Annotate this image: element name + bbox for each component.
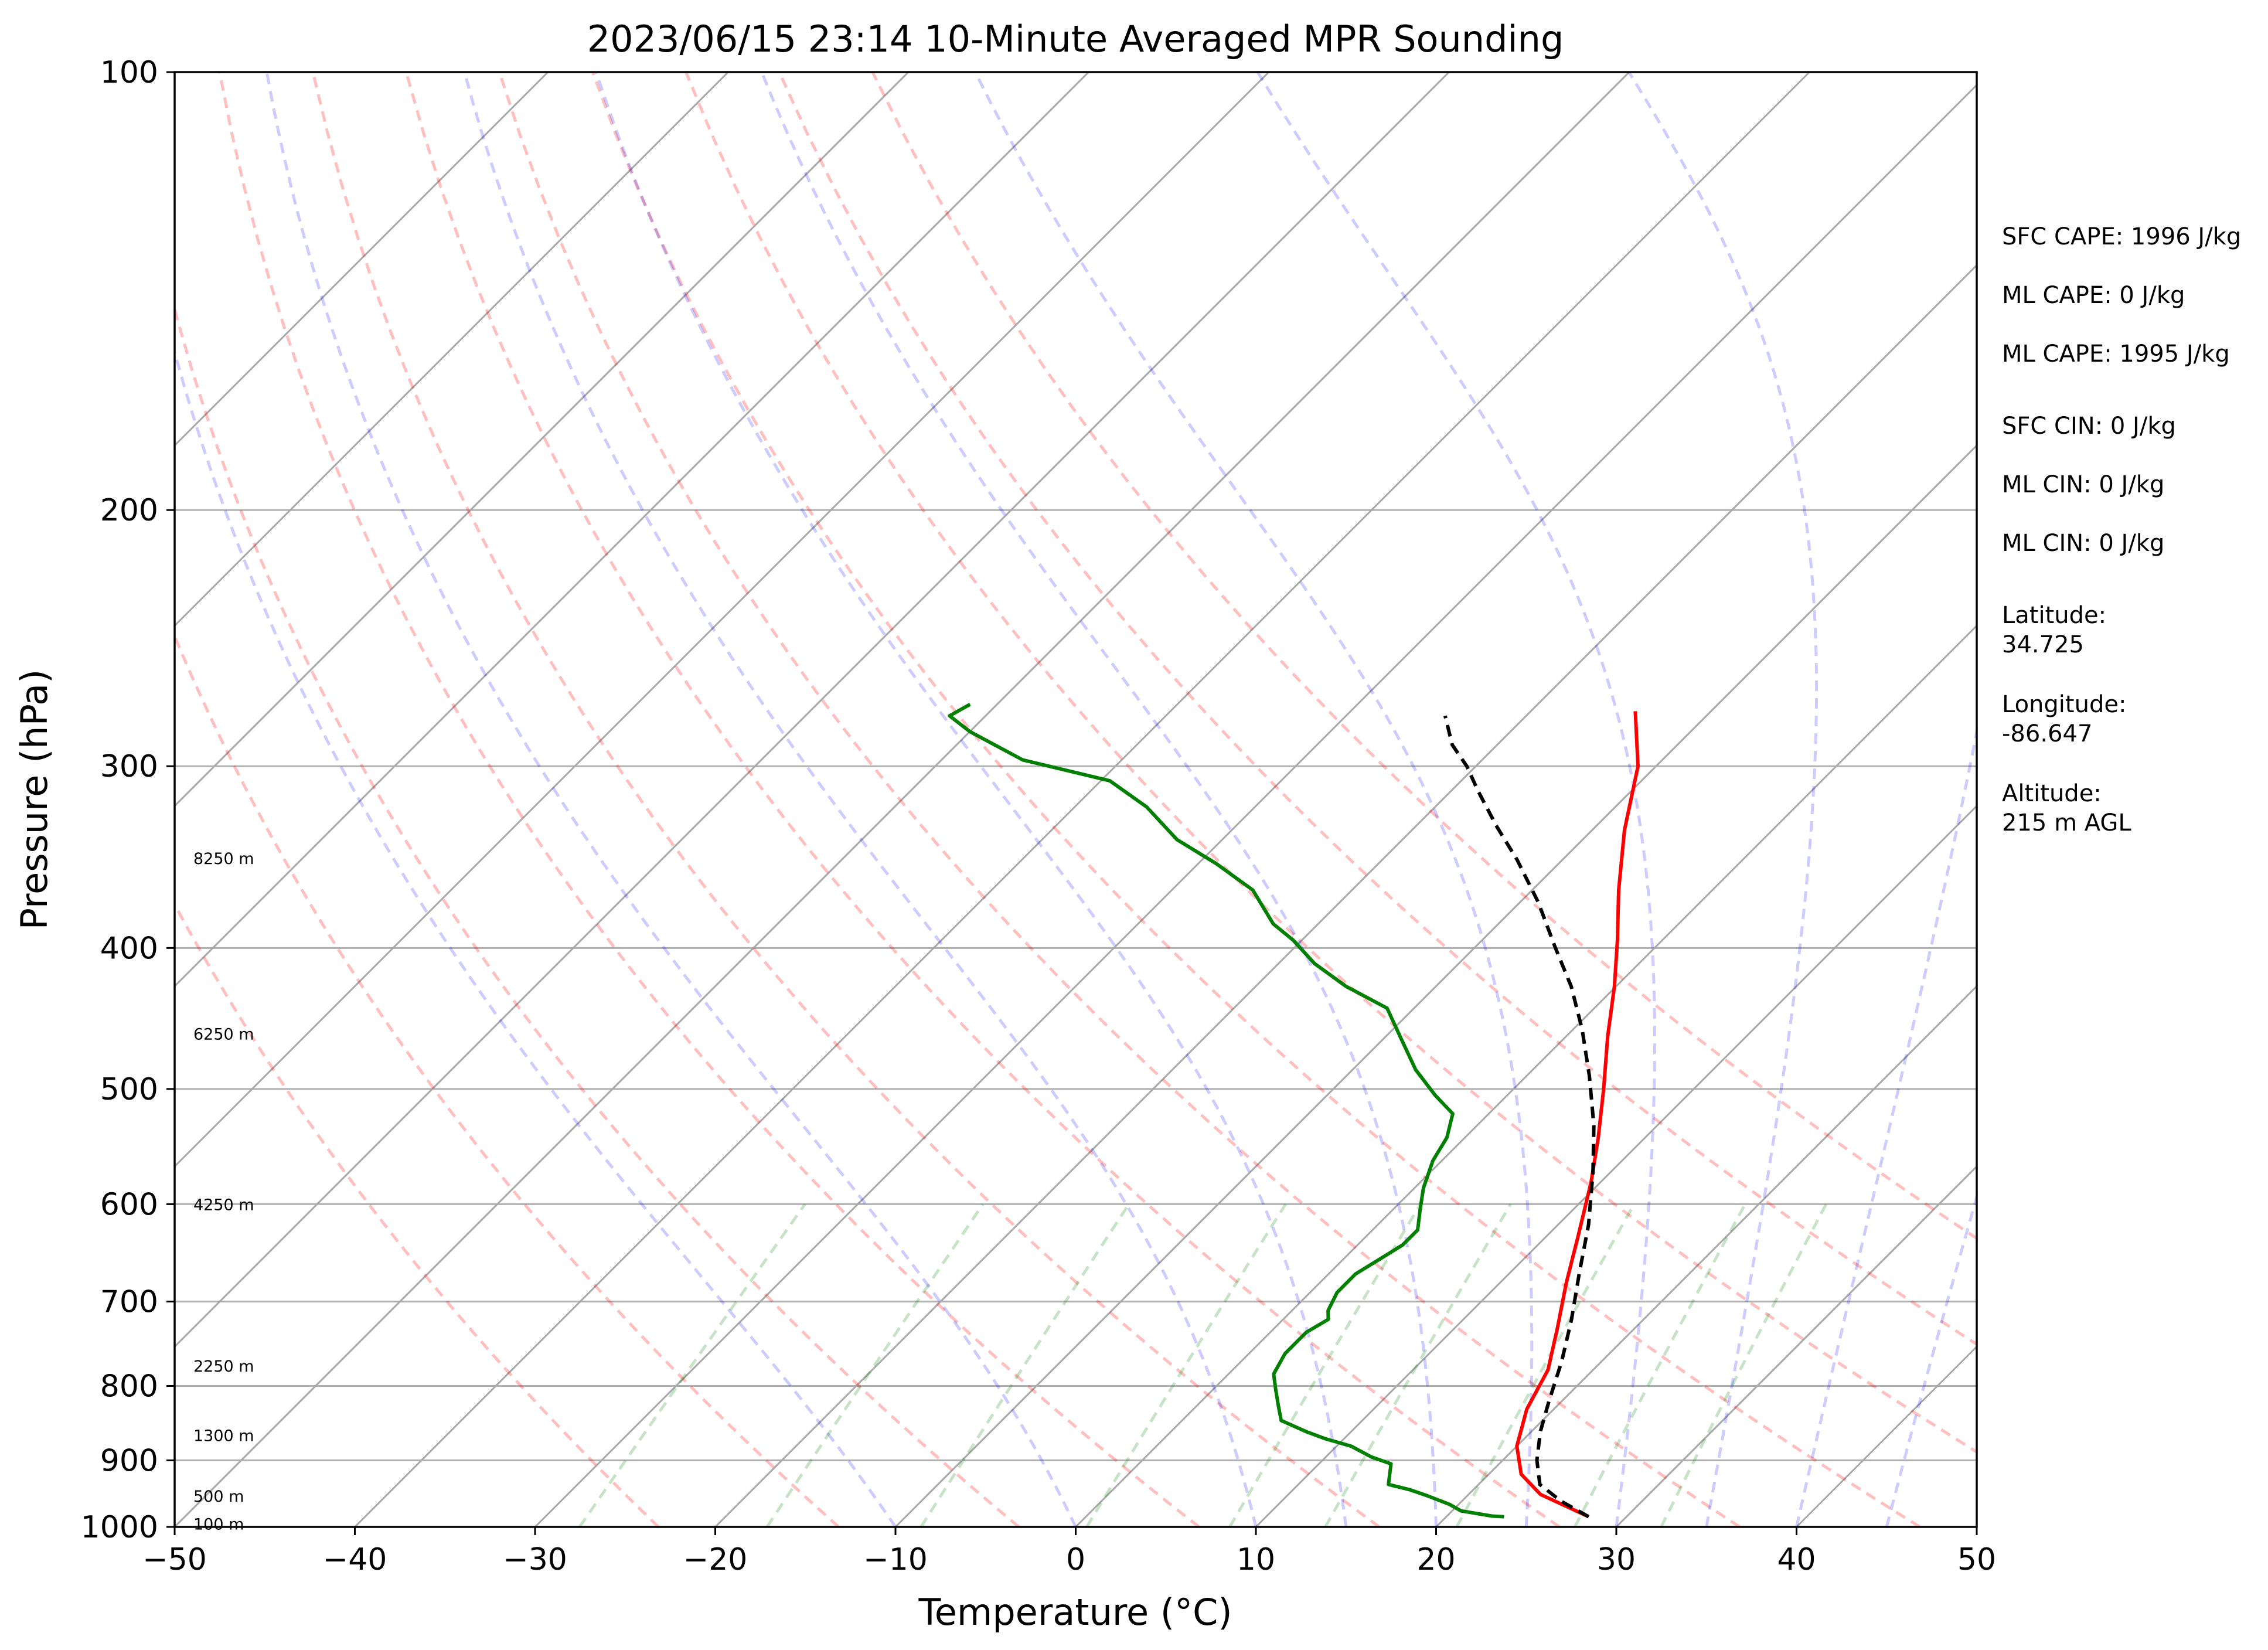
- x-tick-label: −50: [142, 1542, 207, 1577]
- height-label: 1300 m: [193, 1427, 254, 1445]
- stats-annotation-text: Altitude:: [2002, 780, 2102, 807]
- stats-annotation-text: Longitude:: [2002, 691, 2126, 718]
- x-tick-label: −10: [863, 1542, 928, 1577]
- x-tick-label: 0: [1066, 1542, 1085, 1577]
- x-axis-label: Temperature (°C): [918, 1591, 1232, 1634]
- stats-annotation-text: ML CAPE: 1995 J/kg: [2002, 341, 2230, 368]
- x-tick-label: −40: [323, 1542, 387, 1577]
- y-tick-label: 500: [100, 1072, 158, 1107]
- stats-annotation-text: ML CIN: 0 J/kg: [2002, 530, 2164, 557]
- stats-annotation-text: SFC CIN: 0 J/kg: [2002, 413, 2176, 440]
- stats-annotation-text: ML CIN: 0 J/kg: [2002, 471, 2164, 498]
- height-label: 500 m: [193, 1488, 244, 1506]
- stats-annotation-text: -86.647: [2002, 720, 2092, 747]
- stats-annotation-text: 34.725: [2002, 631, 2084, 658]
- height-label: 8250 m: [193, 850, 254, 868]
- stats-annotation-text: SFC CAPE: 1996 J/kg: [2002, 223, 2241, 250]
- y-tick-label: 1000: [81, 1510, 158, 1545]
- x-tick-label: 50: [1957, 1542, 1996, 1577]
- y-tick-label: 300: [100, 749, 158, 784]
- x-tick-label: −20: [683, 1542, 748, 1577]
- x-tick-label: 20: [1416, 1542, 1455, 1577]
- y-tick-label: 400: [100, 931, 158, 966]
- y-tick-label: 100: [100, 55, 158, 90]
- y-tick-label: 900: [100, 1443, 158, 1478]
- x-tick-label: −30: [503, 1542, 567, 1577]
- y-tick-label: 600: [100, 1187, 158, 1222]
- y-tick-label: 200: [100, 493, 158, 528]
- height-label: 4250 m: [193, 1196, 254, 1214]
- x-tick-label: 40: [1777, 1542, 1816, 1577]
- chart-title: 2023/06/15 23:14 10-Minute Averaged MPR …: [587, 18, 1564, 60]
- y-axis-label: Pressure (hPa): [13, 669, 56, 930]
- stats-annotation-text: Latitude:: [2002, 602, 2106, 629]
- y-tick-label: 800: [100, 1369, 158, 1404]
- height-label: 2250 m: [193, 1358, 254, 1376]
- stats-annotation-text: ML CAPE: 0 J/kg: [2002, 282, 2185, 309]
- height-label: 6250 m: [193, 1025, 254, 1043]
- x-tick-label: 30: [1597, 1542, 1636, 1577]
- y-tick-label: 700: [100, 1285, 158, 1320]
- x-tick-label: 10: [1237, 1542, 1275, 1577]
- height-label: 100 m: [193, 1516, 244, 1534]
- stats-annotation-text: 215 m AGL: [2002, 809, 2131, 836]
